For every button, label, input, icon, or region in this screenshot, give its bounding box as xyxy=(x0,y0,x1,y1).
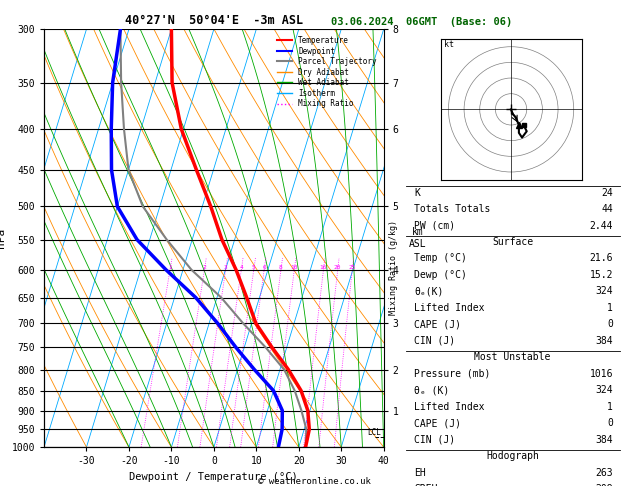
Text: θₑ (K): θₑ (K) xyxy=(415,385,450,396)
Text: Lifted Index: Lifted Index xyxy=(415,303,485,313)
Text: CAPE (J): CAPE (J) xyxy=(415,319,461,330)
Text: 16: 16 xyxy=(320,265,327,270)
Text: 6: 6 xyxy=(262,265,266,270)
Text: 5: 5 xyxy=(252,265,255,270)
Title: 40°27'N  50°04'E  -3m ASL: 40°27'N 50°04'E -3m ASL xyxy=(125,14,303,27)
Text: 2: 2 xyxy=(203,265,206,270)
Text: 1: 1 xyxy=(168,265,172,270)
Text: 263: 263 xyxy=(596,468,613,478)
Text: SREH: SREH xyxy=(415,485,438,486)
Y-axis label: hPa: hPa xyxy=(0,228,6,248)
Legend: Temperature, Dewpoint, Parcel Trajectory, Dry Adiabat, Wet Adiabat, Isotherm, Mi: Temperature, Dewpoint, Parcel Trajectory… xyxy=(274,33,380,111)
Text: 0: 0 xyxy=(607,418,613,428)
Text: LCL: LCL xyxy=(368,428,382,436)
Text: θₑ(K): θₑ(K) xyxy=(415,286,443,296)
Text: 24: 24 xyxy=(601,188,613,197)
Text: 324: 324 xyxy=(596,286,613,296)
Text: 1: 1 xyxy=(607,303,613,313)
Text: 1: 1 xyxy=(607,402,613,412)
Text: Pressure (mb): Pressure (mb) xyxy=(415,369,491,379)
Text: 21.6: 21.6 xyxy=(589,254,613,263)
Text: 1016: 1016 xyxy=(589,369,613,379)
Text: 10: 10 xyxy=(291,265,298,270)
Text: 209: 209 xyxy=(596,485,613,486)
Text: 4: 4 xyxy=(240,265,243,270)
Text: 03.06.2024  06GMT  (Base: 06): 03.06.2024 06GMT (Base: 06) xyxy=(331,17,512,27)
Text: 15.2: 15.2 xyxy=(589,270,613,280)
Text: kt: kt xyxy=(443,40,454,49)
Text: Surface: Surface xyxy=(492,237,533,247)
Text: 44: 44 xyxy=(601,204,613,214)
Text: © weatheronline.co.uk: © weatheronline.co.uk xyxy=(258,477,371,486)
Text: CIN (J): CIN (J) xyxy=(415,435,455,445)
Y-axis label: km
ASL: km ASL xyxy=(409,227,427,249)
Text: 324: 324 xyxy=(596,385,613,396)
Text: 384: 384 xyxy=(596,336,613,346)
Text: Most Unstable: Most Unstable xyxy=(474,352,551,363)
Text: CAPE (J): CAPE (J) xyxy=(415,418,461,428)
Text: 3: 3 xyxy=(224,265,228,270)
Text: Dewp (°C): Dewp (°C) xyxy=(415,270,467,280)
Text: Hodograph: Hodograph xyxy=(486,451,539,461)
Text: Totals Totals: Totals Totals xyxy=(415,204,491,214)
Text: 8: 8 xyxy=(279,265,283,270)
Text: 384: 384 xyxy=(596,435,613,445)
X-axis label: Dewpoint / Temperature (°C): Dewpoint / Temperature (°C) xyxy=(130,472,298,482)
Text: K: K xyxy=(415,188,420,197)
Text: Temp (°C): Temp (°C) xyxy=(415,254,467,263)
Text: 2.44: 2.44 xyxy=(589,221,613,230)
Text: EH: EH xyxy=(415,468,426,478)
Text: 20: 20 xyxy=(334,265,342,270)
Text: CIN (J): CIN (J) xyxy=(415,336,455,346)
Text: 0: 0 xyxy=(607,319,613,330)
Text: PW (cm): PW (cm) xyxy=(415,221,455,230)
Text: 25: 25 xyxy=(348,265,356,270)
Text: Mixing Ratio (g/kg): Mixing Ratio (g/kg) xyxy=(389,220,398,315)
Text: Lifted Index: Lifted Index xyxy=(415,402,485,412)
